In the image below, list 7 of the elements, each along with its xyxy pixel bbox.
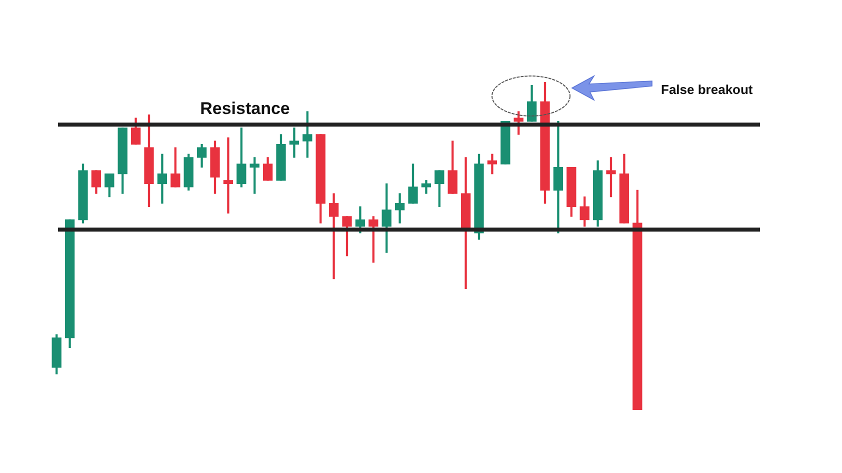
candlestick xyxy=(328,193,339,280)
candlestick xyxy=(289,128,300,158)
candlestick xyxy=(223,137,234,214)
candlestick xyxy=(157,154,168,204)
candlestick xyxy=(487,154,498,174)
text: False breakout xyxy=(661,82,753,97)
ref-line-label: Resistance xyxy=(200,98,290,118)
